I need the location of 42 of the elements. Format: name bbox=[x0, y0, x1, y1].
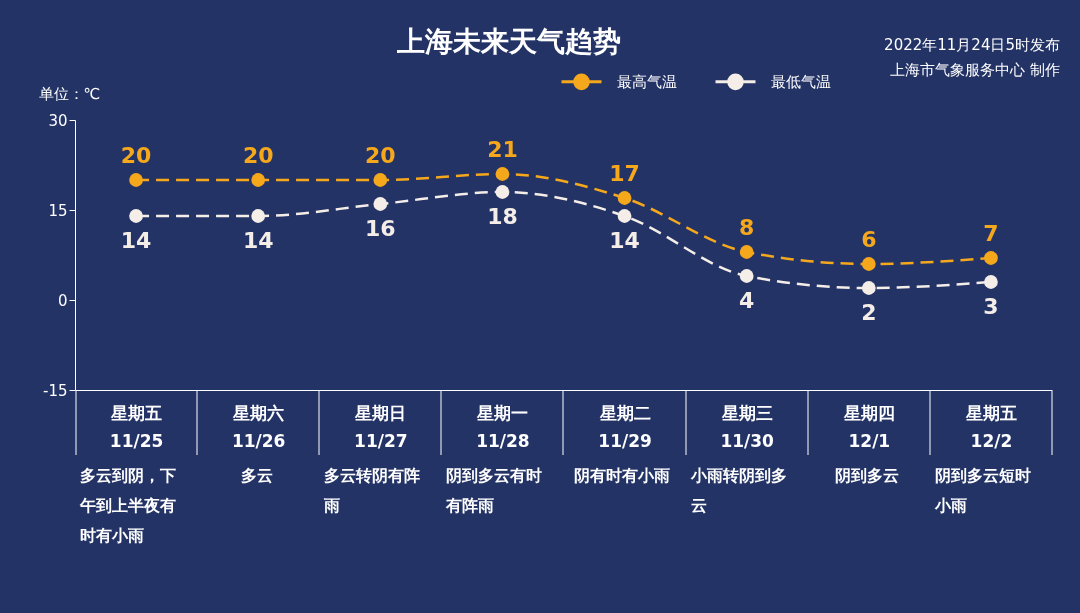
data-label: 4 bbox=[739, 288, 755, 313]
y-tick-label: 30 bbox=[48, 111, 68, 130]
text: 阴到多云有时有阵雨 bbox=[445, 466, 543, 515]
text: 阴到多云 bbox=[834, 466, 899, 485]
text: 上海市气象服务中心 制作 bbox=[890, 61, 1060, 79]
legend-label: 最低气温 bbox=[771, 72, 831, 91]
data-label: 14 bbox=[120, 228, 152, 253]
legend-label: 最高气温 bbox=[617, 72, 677, 91]
data-label: 18 bbox=[487, 204, 518, 229]
text: 多云转阴有阵雨 bbox=[323, 466, 421, 515]
y-tick-label: 0 bbox=[57, 291, 68, 310]
x-tick-label: 星期五 11/25 bbox=[109, 402, 164, 451]
data-label: 2 bbox=[861, 300, 877, 325]
text: 小雨转阴到多云 bbox=[689, 466, 787, 515]
x-tick-label: 星期二 11/29 bbox=[598, 402, 652, 451]
text: 多云到阴，下午到上半夜有时有小雨 bbox=[79, 466, 176, 545]
x-tick-label: 星期六 11/26 bbox=[231, 402, 286, 451]
data-label: 21 bbox=[487, 137, 518, 162]
x-tick-label: 星期日 11/27 bbox=[354, 402, 408, 451]
data-label: 20 bbox=[242, 143, 274, 168]
data-label: 6 bbox=[861, 227, 877, 252]
x-tick-label: 星期三 11/30 bbox=[720, 402, 775, 451]
text: 多云 bbox=[241, 466, 274, 485]
data-label: 17 bbox=[609, 161, 640, 186]
text: 阴到多云短时小雨 bbox=[933, 466, 1031, 515]
data-label: 20 bbox=[365, 143, 396, 168]
data-label: 20 bbox=[120, 143, 152, 168]
data-label: 14 bbox=[609, 228, 640, 253]
data-label: 16 bbox=[365, 216, 396, 241]
y-tick-label: -15 bbox=[43, 381, 68, 400]
x-tick-label: 星期五 12/2 bbox=[964, 402, 1017, 451]
data-label: 8 bbox=[739, 215, 755, 240]
chart-title: 上海未来天气趋势 bbox=[395, 25, 621, 58]
x-tick-label: 星期四 12/1 bbox=[842, 402, 895, 451]
y-tick-label: 15 bbox=[48, 201, 68, 220]
data-label: 3 bbox=[983, 294, 999, 319]
x-tick-label: 星期一 11/28 bbox=[476, 402, 530, 451]
data-label: 14 bbox=[242, 228, 274, 253]
data-label: 7 bbox=[983, 221, 999, 246]
text: 2022年11月24日5时发布 bbox=[884, 36, 1060, 54]
y-axis-title: 单位：℃ bbox=[38, 84, 101, 103]
text: 阴有时有小雨 bbox=[573, 466, 670, 485]
